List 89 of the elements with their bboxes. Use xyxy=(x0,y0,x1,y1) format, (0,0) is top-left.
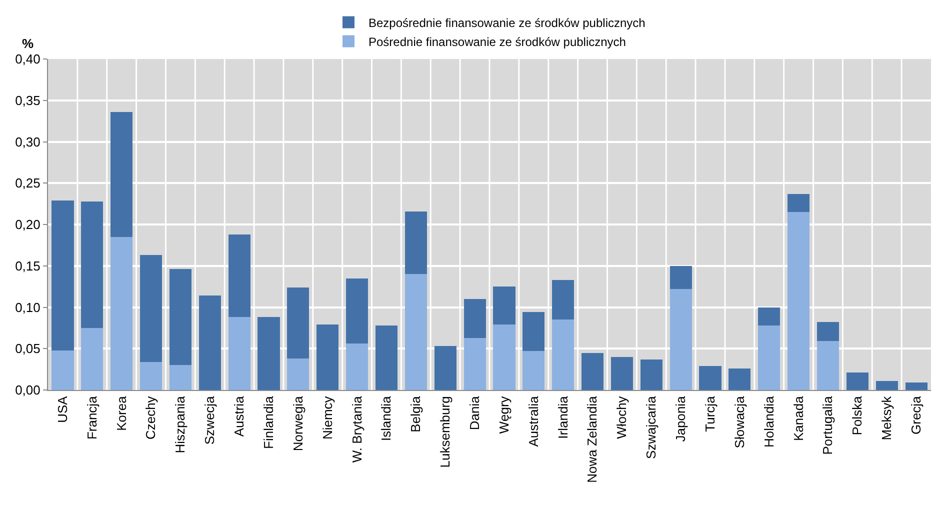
x-tick-label: W. Brytania xyxy=(349,395,364,463)
x-tick-label: Japonia xyxy=(673,395,688,442)
bar xyxy=(699,366,722,390)
bar xyxy=(316,324,339,390)
y-tick-label: 0,05 xyxy=(15,341,40,356)
bar xyxy=(110,236,133,390)
x-tick-label: USA xyxy=(54,396,70,423)
bar xyxy=(258,317,280,390)
x-tick-label: Czechy xyxy=(143,396,158,440)
bar xyxy=(346,278,368,344)
x-tick-label: Australia xyxy=(526,395,541,447)
bar xyxy=(169,269,192,366)
x-tick-label: Szwajcaria xyxy=(644,395,659,460)
y-tick-label: 0,25 xyxy=(15,176,40,191)
bar xyxy=(228,317,250,390)
x-tick-label: Austria xyxy=(232,395,247,437)
x-tick-label: Korea xyxy=(114,395,129,431)
bar xyxy=(346,344,368,390)
y-tick-label: 0,10 xyxy=(15,300,40,315)
y-axis-title: % xyxy=(22,36,34,51)
bar xyxy=(758,307,780,326)
legend-label: Bezpośrednie finansowanie ze środków publicznych xyxy=(368,16,646,30)
bar xyxy=(404,274,427,390)
x-tick-label: Nowa Zelandia xyxy=(584,395,600,483)
bar xyxy=(905,382,928,390)
bar xyxy=(816,341,840,390)
x-tick-label: Holandia xyxy=(761,395,776,448)
bar xyxy=(728,368,751,390)
x-tick-label: Belgia xyxy=(408,395,424,432)
bar xyxy=(375,325,398,390)
bar xyxy=(140,362,162,390)
x-tick-label: Islandia xyxy=(378,395,394,442)
x-tick-label: Węgry xyxy=(496,396,512,434)
bar xyxy=(52,200,74,350)
x-tick-label: Kanada xyxy=(790,395,806,442)
y-tick-label: 0,00 xyxy=(15,382,40,398)
bar xyxy=(464,338,486,390)
bar xyxy=(640,359,662,390)
y-tick-label: 0,20 xyxy=(15,217,40,232)
y-tick-label: 0,40 xyxy=(15,52,40,67)
bar xyxy=(552,280,574,320)
x-tick-label: Niemcy xyxy=(320,396,335,440)
x-tick-label: Szwecja xyxy=(202,395,218,445)
bar xyxy=(404,211,427,274)
x-tick-label: Portugalia xyxy=(820,395,836,455)
bar xyxy=(581,352,604,390)
bar xyxy=(140,255,162,362)
bar xyxy=(552,320,574,390)
y-tick-label: 0,30 xyxy=(15,134,40,150)
x-tick-label: Luksemburg xyxy=(438,396,453,468)
bar xyxy=(610,356,633,390)
bar xyxy=(81,201,104,328)
bar xyxy=(198,296,221,390)
y-tick-label: 0,35 xyxy=(15,92,40,108)
bar xyxy=(493,286,516,325)
x-tick-label: Finlandia xyxy=(260,395,276,449)
bar xyxy=(846,372,868,390)
bar xyxy=(287,358,310,390)
bar xyxy=(788,212,810,390)
bar xyxy=(287,287,310,359)
x-tick-label: Grecja xyxy=(908,395,924,434)
x-tick-label: Francja xyxy=(84,395,100,440)
x-tick-label: Dania xyxy=(467,395,482,430)
bar xyxy=(670,289,692,390)
bar xyxy=(758,325,780,390)
bar xyxy=(81,328,104,390)
bar xyxy=(169,365,192,390)
legend-label: Pośrednie finansowanie ze środków publicznych xyxy=(368,34,626,49)
x-tick-label: Słowacja xyxy=(732,395,747,448)
bar xyxy=(110,112,133,237)
bar xyxy=(670,266,692,290)
x-tick-label: Polska xyxy=(850,395,865,436)
bar xyxy=(816,322,840,342)
x-tick-label: Hiszpania xyxy=(172,395,188,454)
bar xyxy=(228,234,250,318)
bar xyxy=(52,350,74,390)
bar xyxy=(434,346,456,390)
x-tick-label: Turcja xyxy=(702,395,718,432)
bar xyxy=(788,194,810,212)
x-tick-label: Norwegia xyxy=(290,395,306,452)
bar xyxy=(493,324,516,390)
x-tick-label: Meksyk xyxy=(879,396,894,440)
x-tick-label: Irlandia xyxy=(555,395,570,439)
x-tick-label: Włochy xyxy=(614,396,630,439)
bar xyxy=(464,298,486,338)
bar xyxy=(522,351,545,390)
y-tick-label: 0,15 xyxy=(15,258,40,274)
bar xyxy=(522,312,545,352)
bar xyxy=(876,380,898,390)
